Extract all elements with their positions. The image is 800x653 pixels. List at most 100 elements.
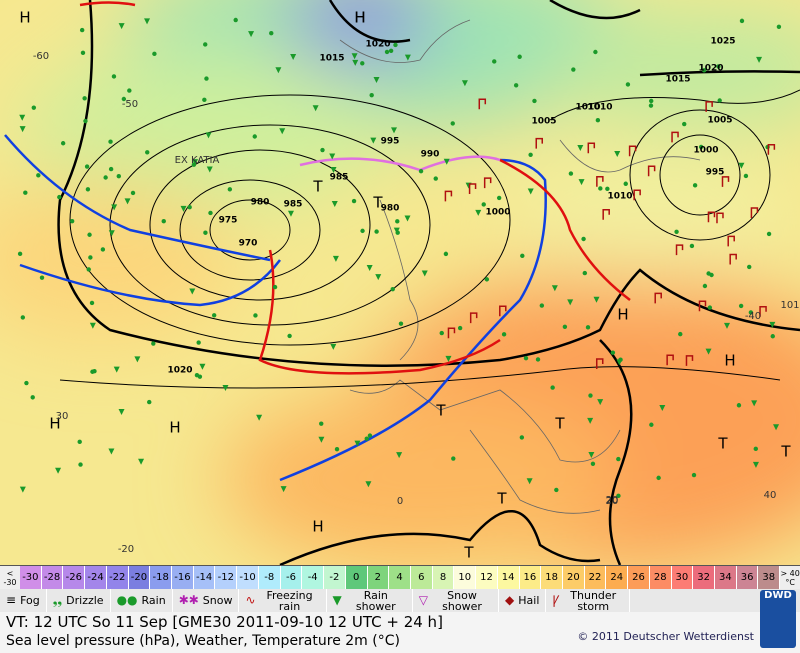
- thunder-symbol: [596, 176, 604, 187]
- map-label: T: [463, 544, 474, 562]
- shower-symbol: [443, 158, 450, 165]
- map-label: 1010: [587, 103, 612, 113]
- shower-symbol: [205, 132, 212, 139]
- rain-symbol: [208, 210, 213, 216]
- map-label: H: [617, 306, 628, 324]
- rain-symbol: [108, 139, 113, 144]
- map-label: T: [372, 194, 383, 212]
- rain-symbol: [60, 141, 66, 146]
- rain-symbol: [550, 385, 555, 390]
- shower-symbol: [280, 486, 287, 493]
- shower-symbol: [370, 137, 377, 144]
- map-label: -20: [118, 544, 134, 555]
- weather-legend: ≡ Fog ❟❟ Drizzle ●● Rain ✱✱ Snow ∿ Freezing rain ▼…: [0, 589, 800, 613]
- shower-symbol: [329, 153, 336, 160]
- rain-symbol: [203, 42, 208, 47]
- rain-symbol: [78, 462, 83, 467]
- shower-symbol: [404, 54, 411, 61]
- map-label: 1025: [710, 37, 735, 47]
- legend-icon: ∿: [245, 593, 256, 607]
- rain-symbol: [151, 341, 156, 346]
- shower-symbol: [290, 54, 297, 61]
- rain-symbol: [691, 472, 697, 478]
- rain-symbol: [360, 61, 365, 66]
- main-isobars: [57, 0, 800, 565]
- rain-symbol: [656, 475, 661, 481]
- thunder-symbol: [727, 235, 735, 247]
- rain-symbol: [24, 380, 29, 386]
- map: H H10201015102510201015101010051010100510…: [0, 0, 800, 565]
- shower-symbol: [180, 205, 187, 212]
- shower-symbol: [111, 204, 118, 211]
- thunder-symbol: [483, 177, 492, 189]
- map-label: 995: [381, 137, 400, 147]
- rain-symbol: [443, 251, 449, 257]
- rain-symbol: [152, 51, 157, 57]
- scale-cell: 28: [649, 566, 672, 589]
- rain-symbol: [395, 230, 400, 235]
- scale-cell: 36: [736, 566, 759, 589]
- thunder-symbol: [705, 101, 713, 112]
- rain-symbol: [595, 118, 601, 123]
- rain-symbol: [103, 175, 108, 180]
- rain-symbol: [770, 334, 775, 339]
- shower-symbol: [192, 159, 199, 166]
- thunder-symbol: [654, 292, 662, 304]
- rain-symbol: [116, 173, 121, 179]
- rain-symbol: [678, 331, 683, 337]
- shower-symbol: [287, 210, 294, 217]
- temperature-scale: < -30 -30 -28 -26 -24 -22 -20 -18 -16 -14 -12 -10 -8…: [0, 565, 800, 590]
- map-label: T: [496, 490, 507, 508]
- rain-symbol: [100, 247, 106, 252]
- map-label: 980: [251, 198, 270, 208]
- shower-symbol: [659, 404, 666, 411]
- map-label: 1010: [575, 103, 600, 113]
- legend-item: ≡ Fog: [0, 589, 47, 612]
- shower-symbol: [222, 384, 229, 391]
- rain-symbol: [562, 324, 568, 330]
- shower-symbol: [134, 356, 141, 363]
- rain-symbol: [384, 49, 390, 55]
- map-label: 20: [606, 495, 619, 506]
- rain-symbol: [79, 27, 85, 33]
- rain-symbol: [568, 171, 574, 176]
- map-label: 1020: [365, 40, 390, 50]
- rain-symbol: [484, 277, 490, 282]
- rain-symbol: [517, 54, 522, 59]
- rain-symbol: [702, 283, 708, 289]
- rain-symbol: [581, 236, 586, 242]
- map-label: T: [554, 415, 565, 433]
- rain-symbol: [253, 313, 258, 318]
- scale-cell: -26: [63, 566, 86, 589]
- rain-symbol: [269, 31, 274, 36]
- shower-symbol: [318, 436, 325, 443]
- scale-cell: 38: [758, 566, 781, 589]
- rain-symbol: [582, 270, 588, 276]
- thunder-symbol: [666, 354, 674, 366]
- scale-cell: -10: [237, 566, 259, 589]
- thunder-symbol: [468, 183, 477, 195]
- legend-icon: ❟❟: [52, 593, 63, 607]
- rain-symbol: [388, 48, 394, 53]
- rain-symbol: [88, 255, 93, 260]
- rain-symbol: [334, 446, 340, 452]
- thunder-symbol: [707, 211, 716, 223]
- map-label: 101: [780, 300, 799, 311]
- rain-symbol: [623, 181, 628, 186]
- rain-symbol: [23, 190, 28, 195]
- rain-symbol: [36, 173, 41, 178]
- scale-cell: -14: [193, 566, 216, 589]
- scale-high-label: > 40 °C: [780, 566, 800, 589]
- rain-symbol: [398, 321, 404, 326]
- legend-label: Snow shower: [442, 588, 482, 613]
- rain-symbol: [17, 251, 23, 257]
- rain-symbol: [692, 183, 698, 188]
- shower-symbol: [113, 366, 120, 373]
- shower-symbol: [352, 59, 359, 66]
- map-labels: H H10201015102510201015101010051010100510…: [19, 9, 799, 562]
- map-label: 1015: [319, 54, 344, 64]
- shower-symbol: [312, 105, 319, 112]
- shower-symbol: [89, 322, 96, 329]
- rain-symbol: [233, 17, 238, 23]
- rain-symbol: [588, 393, 593, 398]
